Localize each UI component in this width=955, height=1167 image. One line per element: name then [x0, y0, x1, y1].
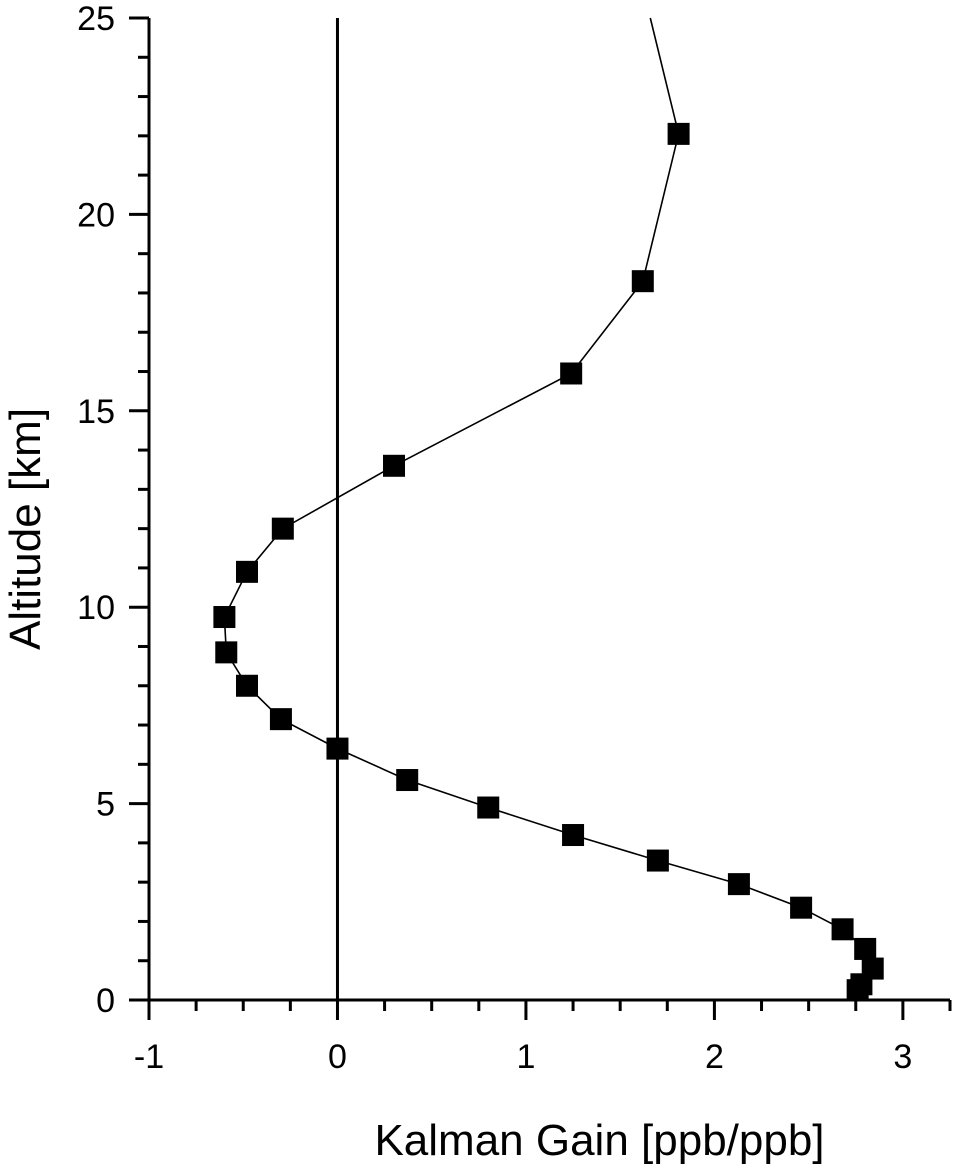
- data-point: [646, 849, 669, 872]
- data-point: [667, 122, 690, 145]
- data-point: [631, 270, 654, 293]
- data-point: [236, 560, 259, 583]
- data-point: [477, 796, 500, 819]
- x-tick-label: 0: [328, 1038, 347, 1076]
- data-point: [560, 362, 583, 385]
- data-point: [269, 708, 292, 731]
- data-point: [562, 824, 585, 847]
- x-tick-label: -1: [134, 1038, 164, 1076]
- data-point: [383, 454, 406, 477]
- y-tick-label: 5: [96, 786, 115, 824]
- y-tick-label: 15: [77, 393, 115, 431]
- series-line: [223, 17, 874, 991]
- series-layer: [213, 17, 884, 1002]
- y-tick-label: 10: [77, 589, 115, 627]
- x-tick-label: 1: [516, 1038, 535, 1076]
- y-axis-title: Altitude [km]: [1, 408, 50, 650]
- data-point: [326, 737, 349, 760]
- x-tick-label: 3: [893, 1038, 912, 1076]
- data-point: [854, 937, 877, 960]
- data-point: [727, 873, 750, 896]
- y-tick-label: 0: [96, 982, 115, 1020]
- data-point: [861, 957, 884, 980]
- x-tick-label: 2: [705, 1038, 724, 1076]
- y-tick-label: 25: [77, 0, 115, 38]
- data-point: [213, 606, 236, 629]
- axes: [129, 16, 952, 1020]
- y-tick-label: 20: [77, 196, 115, 234]
- tick-labels: -1 0 1 2 3 0 5 10 15 20 25: [77, 0, 912, 1076]
- data-point: [790, 896, 813, 919]
- data-point: [215, 641, 238, 664]
- data-point: [831, 918, 854, 941]
- x-axis-title: Kalman Gain [ppb/ppb]: [374, 1116, 824, 1165]
- data-point: [271, 517, 294, 540]
- data-point: [236, 674, 259, 697]
- data-point: [396, 769, 419, 792]
